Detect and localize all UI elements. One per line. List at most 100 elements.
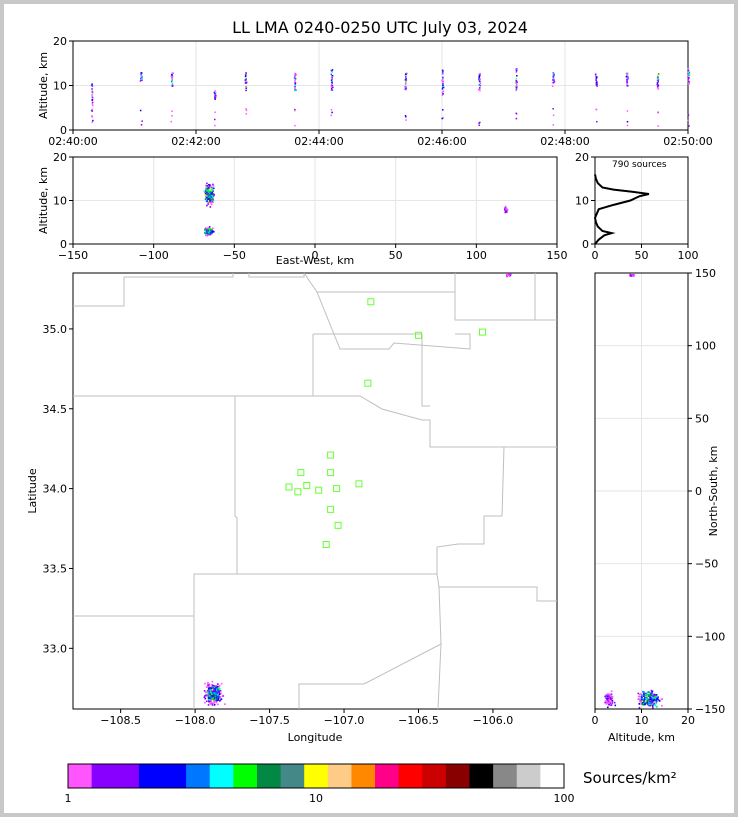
source-point (295, 89, 297, 91)
source-point (479, 84, 482, 87)
source-point (206, 229, 208, 232)
source-point (212, 189, 214, 192)
source-point (657, 79, 659, 82)
source-point (206, 233, 209, 235)
source-point (212, 690, 215, 692)
source-point (687, 80, 689, 82)
source-cluster (629, 273, 636, 277)
source-point (207, 681, 209, 684)
source-point (688, 74, 691, 76)
source-point (505, 210, 507, 212)
source-point (217, 699, 219, 702)
colorbar-tick-label: 1 (65, 792, 72, 805)
source-cluster (637, 689, 664, 709)
source-point (655, 699, 658, 701)
source-point (91, 103, 94, 105)
source-point (209, 195, 212, 198)
source-point (441, 91, 444, 94)
source-point (478, 84, 481, 86)
source-point (638, 693, 641, 696)
y-tick-label: 0 (582, 238, 589, 251)
source-point (140, 73, 142, 76)
source-point (477, 88, 480, 91)
source-point (656, 697, 658, 700)
source-point (224, 703, 226, 705)
source-point (552, 76, 554, 78)
source-point (645, 701, 648, 704)
source-point (139, 80, 142, 82)
source-cluster (90, 83, 94, 123)
source-point (652, 696, 654, 699)
source-point (648, 699, 651, 702)
source-point (657, 75, 659, 78)
source-point (216, 691, 219, 694)
source-point (245, 78, 247, 81)
source-point (657, 74, 660, 77)
plan-view-panel: −108.5 −108.0 −107.5 −107.0 −106.5 −106.0 33.0… (26, 272, 558, 744)
source-point (212, 694, 215, 696)
source-point (649, 693, 652, 696)
source-point (626, 110, 629, 112)
source-point (332, 86, 334, 89)
source-point (205, 227, 208, 230)
source-point (211, 198, 213, 200)
source-point (506, 208, 509, 211)
source-point (211, 690, 214, 693)
source-point (626, 80, 628, 83)
source-point (207, 191, 210, 194)
station-marker (415, 331, 423, 339)
source-point (642, 697, 645, 700)
source-point (515, 117, 518, 120)
station-markers (285, 298, 487, 549)
source-point (207, 690, 209, 693)
source-point (245, 113, 248, 115)
source-point (613, 701, 616, 704)
source-point (603, 701, 606, 704)
source-point (441, 117, 443, 120)
source-point (213, 702, 215, 705)
source-point (215, 695, 218, 697)
source-point (478, 77, 480, 80)
source-point (210, 197, 213, 199)
colorbar-tick-label: 10 (309, 792, 323, 805)
source-cluster (625, 72, 629, 127)
source-point (210, 232, 212, 235)
source-point (171, 83, 174, 86)
source-point (657, 80, 659, 83)
x-tick-label: 02:42:00 (171, 135, 220, 148)
source-point (479, 121, 481, 124)
source-point (515, 86, 518, 89)
source-point (648, 701, 651, 703)
source-point (211, 695, 213, 697)
source-point (209, 687, 212, 689)
source-point (687, 114, 690, 116)
x-tick-label: −50 (223, 249, 246, 262)
y-tick-label: −50 (695, 558, 718, 571)
source-point (638, 702, 641, 705)
source-point (330, 73, 333, 76)
source-point (294, 76, 296, 78)
source-point (594, 73, 597, 76)
source-point (649, 696, 652, 699)
source-point (515, 79, 517, 82)
x-axis-label: Altitude, km (608, 731, 675, 744)
source-point (91, 91, 94, 93)
y-tick-label: 33.0 (43, 642, 68, 655)
source-point (211, 189, 213, 192)
source-point (210, 687, 213, 690)
source-point (645, 694, 647, 696)
source-point (203, 690, 206, 692)
source-point (208, 692, 210, 694)
source-point (479, 82, 482, 85)
source-point (639, 695, 641, 698)
source-point (608, 703, 611, 706)
source-point (478, 124, 480, 127)
source-point (204, 682, 206, 685)
county-boundaries (73, 272, 557, 710)
source-point (208, 183, 210, 186)
source-point (552, 124, 555, 126)
east-west-height-panel: −150 −100 −50 0 50 100 150 0 10 20 East-West, km Al… (37, 151, 568, 267)
source-point (92, 119, 94, 122)
source-point (515, 75, 517, 78)
source-point (210, 683, 213, 686)
